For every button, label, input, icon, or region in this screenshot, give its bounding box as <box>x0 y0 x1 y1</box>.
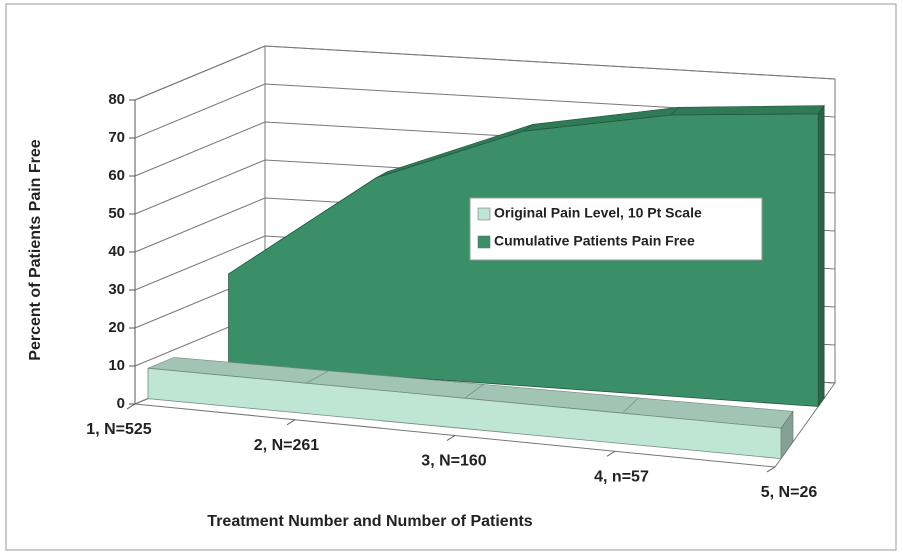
x-tick-label: 2, N=261 <box>254 437 319 454</box>
y-tick-label: 80 <box>108 91 125 108</box>
x-tick <box>446 435 456 441</box>
legend-swatch <box>477 207 491 221</box>
x-tick <box>286 419 296 426</box>
legend-box <box>469 197 763 261</box>
y-tick-label: 20 <box>108 319 125 336</box>
x-tick <box>606 450 616 457</box>
x-axis-label: Treatment Number and Number of Patients <box>207 513 532 530</box>
area <box>147 367 782 460</box>
y-tick-label: 30 <box>108 281 125 298</box>
legend-label: Original Pain Level, 10 Pt Scale <box>494 205 702 221</box>
legend-swatch <box>477 235 491 249</box>
x-tick <box>126 403 136 410</box>
x-tick-label: 5, N=26 <box>761 484 818 501</box>
y-axis-label: Percent of Patients Pain Free <box>27 139 44 361</box>
y-tick-label: 50 <box>108 205 125 222</box>
grid-line <box>134 83 836 139</box>
x-tick-label: 4, n=57 <box>594 468 649 485</box>
y-tick-label: 0 <box>117 395 125 412</box>
y-tick-label: 70 <box>108 129 125 146</box>
area-top <box>670 105 825 116</box>
area-side <box>817 104 825 408</box>
y-tick-label: 60 <box>108 167 125 184</box>
grid-line <box>134 45 836 101</box>
x-tick-label: 1, N=525 <box>86 421 151 438</box>
x-tick <box>766 466 776 473</box>
y-tick-label: 40 <box>108 243 125 260</box>
y-tick-label: 10 <box>108 357 125 374</box>
x-tick-label: 3, N=160 <box>421 453 486 470</box>
legend-label: Cumulative Patients Pain Free <box>494 233 695 249</box>
